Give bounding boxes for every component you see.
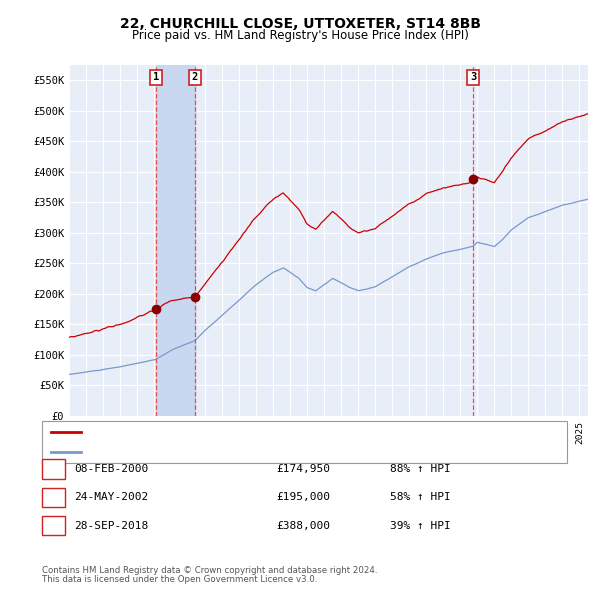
Text: 2: 2 — [192, 72, 198, 82]
Text: 1: 1 — [152, 72, 159, 82]
Bar — [156, 65, 195, 416]
Text: HPI: Average price, detached house, East Staffordshire: HPI: Average price, detached house, East… — [87, 447, 355, 457]
Text: 39% ↑ HPI: 39% ↑ HPI — [390, 521, 451, 530]
Text: £388,000: £388,000 — [276, 521, 330, 530]
Text: 3: 3 — [470, 72, 476, 82]
Text: This data is licensed under the Open Government Licence v3.0.: This data is licensed under the Open Gov… — [42, 575, 317, 584]
Text: Price paid vs. HM Land Registry's House Price Index (HPI): Price paid vs. HM Land Registry's House … — [131, 30, 469, 42]
Text: 28-SEP-2018: 28-SEP-2018 — [74, 521, 148, 530]
Text: £195,000: £195,000 — [276, 493, 330, 502]
Text: 08-FEB-2000: 08-FEB-2000 — [74, 464, 148, 474]
Text: Contains HM Land Registry data © Crown copyright and database right 2024.: Contains HM Land Registry data © Crown c… — [42, 566, 377, 575]
Text: 1: 1 — [50, 464, 57, 474]
Text: 2: 2 — [50, 493, 57, 502]
Text: 88% ↑ HPI: 88% ↑ HPI — [390, 464, 451, 474]
Text: 22, CHURCHILL CLOSE, UTTOXETER, ST14 8BB (detached house): 22, CHURCHILL CLOSE, UTTOXETER, ST14 8BB… — [87, 427, 402, 437]
Text: 22, CHURCHILL CLOSE, UTTOXETER, ST14 8BB: 22, CHURCHILL CLOSE, UTTOXETER, ST14 8BB — [119, 17, 481, 31]
Text: £174,950: £174,950 — [276, 464, 330, 474]
Text: 58% ↑ HPI: 58% ↑ HPI — [390, 493, 451, 502]
Text: 24-MAY-2002: 24-MAY-2002 — [74, 493, 148, 502]
Text: 3: 3 — [50, 521, 57, 530]
